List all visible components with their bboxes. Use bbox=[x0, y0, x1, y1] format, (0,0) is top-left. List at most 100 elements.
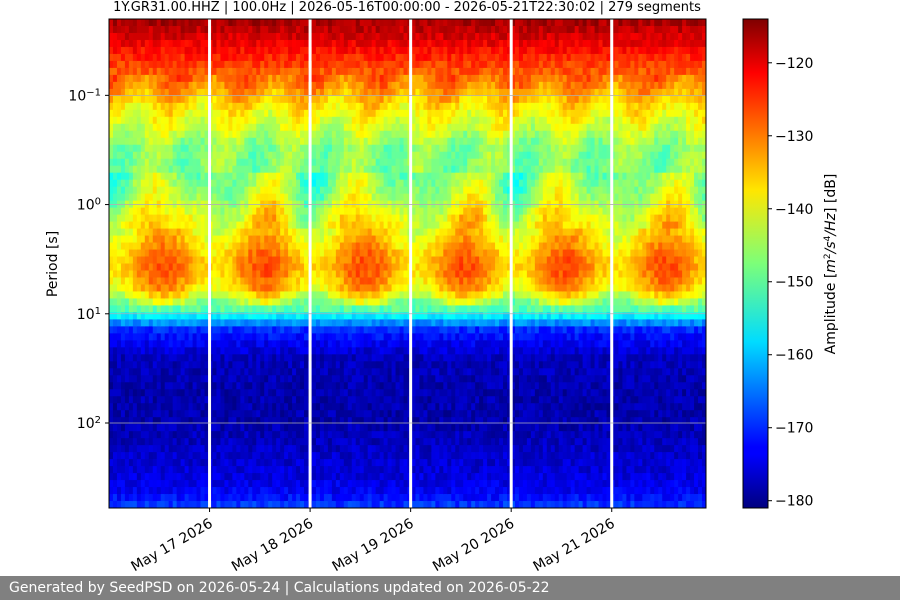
heatmap-cell bbox=[379, 396, 385, 404]
heatmap-cell bbox=[319, 305, 325, 313]
heatmap-cell bbox=[260, 158, 265, 167]
heatmap-cell bbox=[128, 19, 134, 27]
heatmap-cell bbox=[264, 403, 269, 411]
heatmap-cell bbox=[300, 368, 305, 376]
heatmap-cell bbox=[156, 347, 162, 355]
heatmap-cell bbox=[335, 102, 341, 111]
heatmap-cell bbox=[284, 53, 289, 62]
heatmap-cell bbox=[260, 74, 265, 83]
heatmap-cell bbox=[124, 445, 130, 453]
heatmap-cell bbox=[371, 249, 377, 258]
heatmap-cell bbox=[284, 298, 289, 307]
heatmap-cell bbox=[288, 480, 293, 488]
heatmap-cell bbox=[296, 242, 301, 251]
heatmap-cell bbox=[367, 431, 373, 439]
heatmap-cell bbox=[323, 459, 329, 467]
heatmap-cell bbox=[192, 193, 198, 202]
heatmap-cell bbox=[315, 473, 321, 481]
heatmap-cell bbox=[232, 137, 237, 146]
heatmap-cell bbox=[379, 81, 385, 90]
heatmap-cell bbox=[184, 19, 190, 27]
heatmap-cell bbox=[109, 179, 114, 188]
heatmap-cell bbox=[359, 95, 365, 104]
heatmap-cell bbox=[280, 109, 285, 118]
heatmap-cell bbox=[109, 151, 114, 160]
heatmap-cell bbox=[228, 165, 233, 174]
heatmap-cell bbox=[236, 480, 241, 488]
heatmap-cell bbox=[220, 291, 226, 300]
heatmap-cell bbox=[192, 312, 198, 320]
heatmap-cell bbox=[292, 151, 297, 160]
heatmap-cell bbox=[236, 284, 241, 293]
heatmap-cell bbox=[331, 410, 337, 418]
heatmap-cell bbox=[212, 256, 218, 265]
heatmap-cell bbox=[192, 291, 198, 300]
heatmap-cell bbox=[120, 46, 126, 55]
heatmap-cell bbox=[304, 333, 309, 341]
heatmap-cell bbox=[280, 333, 285, 341]
heatmap-cell bbox=[112, 445, 118, 453]
heatmap-cell bbox=[244, 452, 249, 460]
heatmap-cell bbox=[112, 144, 118, 153]
heatmap-cell bbox=[160, 382, 166, 390]
heatmap-cell bbox=[315, 109, 321, 118]
heatmap-cell bbox=[379, 53, 385, 62]
heatmap-cell bbox=[359, 53, 365, 62]
heatmap-cell bbox=[331, 480, 337, 488]
heatmap-cell bbox=[109, 53, 114, 62]
heatmap-cell bbox=[196, 452, 202, 460]
heatmap-cell bbox=[280, 221, 285, 230]
heatmap-cell bbox=[355, 81, 361, 90]
heatmap-cell bbox=[196, 354, 202, 362]
heatmap-cell bbox=[228, 368, 233, 376]
heatmap-cell bbox=[204, 347, 210, 355]
heatmap-cell bbox=[379, 459, 385, 467]
heatmap-cell bbox=[188, 459, 194, 467]
heatmap-cell bbox=[276, 445, 281, 453]
heatmap-cell bbox=[216, 53, 222, 62]
heatmap-cell bbox=[204, 403, 210, 411]
heatmap-cell bbox=[192, 158, 198, 167]
heatmap-cell bbox=[196, 298, 202, 307]
heatmap-cell bbox=[355, 487, 361, 495]
heatmap-cell bbox=[244, 375, 249, 383]
heatmap-cell bbox=[375, 333, 381, 341]
heatmap-cell bbox=[371, 466, 377, 474]
heatmap-cell bbox=[387, 32, 393, 41]
heatmap-cell bbox=[228, 228, 233, 237]
heatmap-cell bbox=[355, 277, 361, 286]
heatmap-cell bbox=[331, 466, 337, 474]
heatmap-cell bbox=[284, 158, 289, 167]
heatmap-cell bbox=[148, 74, 154, 83]
heatmap-cell bbox=[292, 333, 297, 341]
heatmap-cell bbox=[260, 186, 265, 195]
heatmap-cell bbox=[383, 263, 389, 272]
heatmap-cell bbox=[252, 438, 257, 446]
heatmap-cell bbox=[140, 235, 146, 244]
heatmap-cell bbox=[315, 207, 321, 216]
heatmap-cell bbox=[144, 263, 150, 272]
heatmap-cell bbox=[284, 39, 289, 48]
heatmap-cell bbox=[387, 396, 393, 404]
heatmap-cell bbox=[375, 375, 381, 383]
heatmap-cell bbox=[228, 102, 233, 111]
heatmap-cell bbox=[367, 67, 373, 76]
heatmap-cell bbox=[244, 459, 249, 467]
heatmap-cell bbox=[140, 53, 146, 62]
heatmap-cell bbox=[109, 46, 114, 55]
heatmap-cell bbox=[180, 116, 186, 125]
heatmap-cell bbox=[347, 74, 353, 83]
heatmap-cell bbox=[196, 270, 202, 279]
heatmap-cell bbox=[256, 123, 261, 132]
heatmap-cell bbox=[335, 263, 341, 272]
heatmap-cell bbox=[343, 347, 349, 355]
heatmap-cell bbox=[232, 459, 237, 467]
heatmap-cell bbox=[244, 123, 249, 132]
heatmap-cell bbox=[212, 137, 218, 146]
heatmap-cell bbox=[335, 158, 341, 167]
heatmap-cell bbox=[116, 333, 122, 341]
heatmap-cell bbox=[335, 410, 341, 418]
heatmap-cell bbox=[260, 144, 265, 153]
heatmap-cell bbox=[188, 144, 194, 153]
heatmap-cell bbox=[200, 263, 206, 272]
